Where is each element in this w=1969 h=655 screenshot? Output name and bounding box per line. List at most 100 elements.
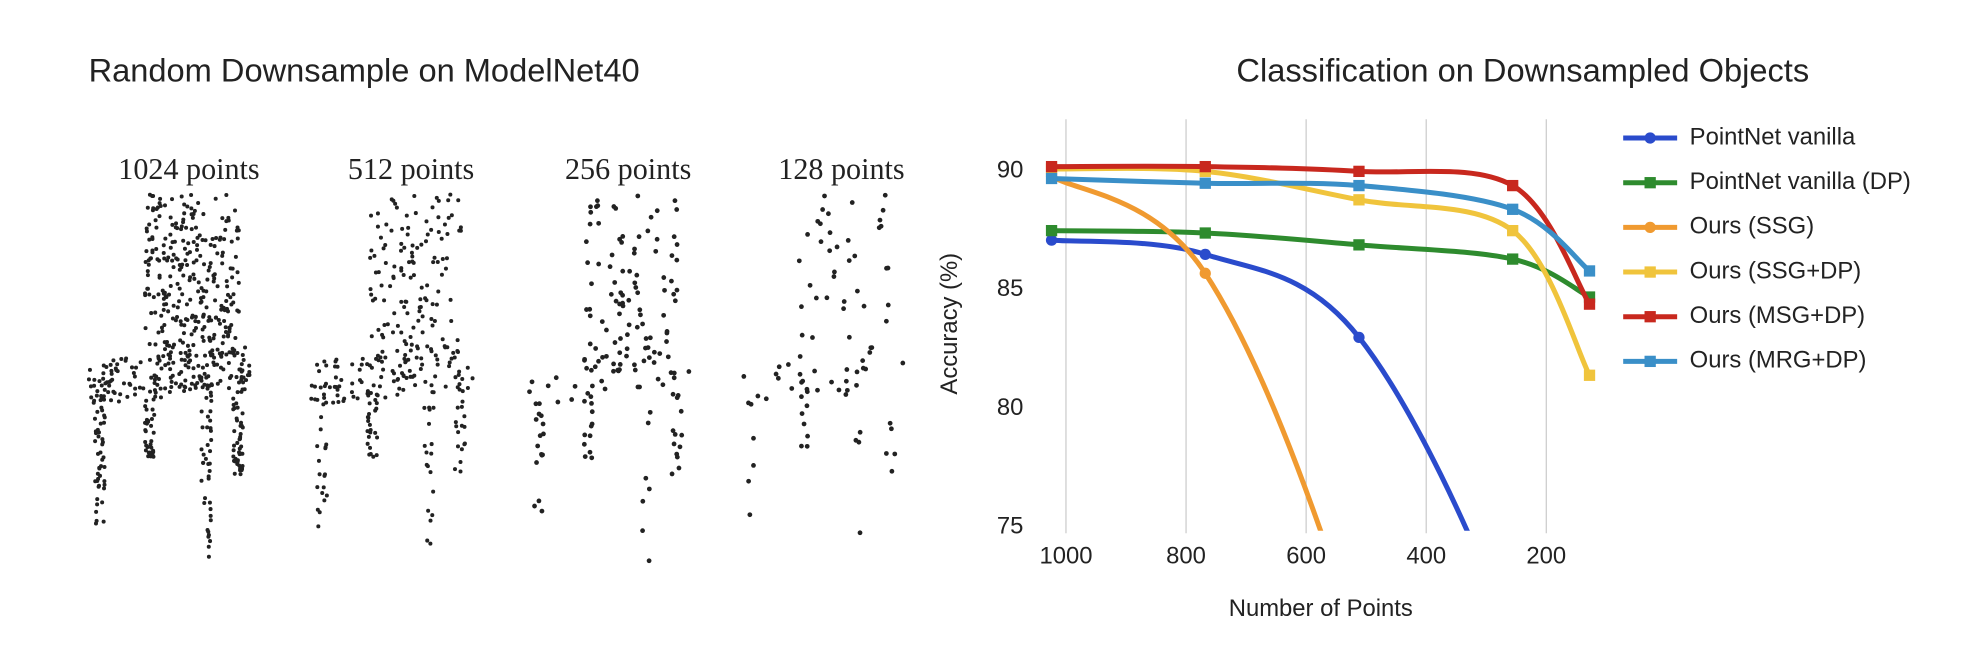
cloud-point [168,245,173,250]
cloud-point [368,255,373,260]
cloud-point [164,302,169,307]
y-tick-label: 90 [997,157,1024,184]
cloud-point [671,375,677,381]
cloud-point [632,362,637,368]
cloud-point [168,367,173,372]
cloud-point [327,385,332,390]
cloud-point [435,362,440,367]
cloud-point [669,253,675,258]
cloud-point [324,442,329,447]
cloud-point [457,228,462,233]
cloud-point [371,383,376,388]
cloud-point [101,519,106,524]
cloud-point [384,222,389,227]
cloud-point [235,459,240,464]
cloud-point [151,430,156,435]
cloud-point [359,362,364,367]
cloud-point [102,486,107,491]
cloud-point [210,237,215,242]
cloud-point [596,220,602,226]
cloud-point [171,360,176,365]
cloud-point [434,302,439,307]
cloud-point [539,508,545,514]
cloud-point [209,438,214,443]
cloud-point [191,366,196,371]
cloud-point [309,383,314,388]
cloud-point [211,273,216,278]
cloud-point [360,356,365,361]
cloud-point [655,376,661,382]
cloud-point [379,375,384,380]
cloud-point [322,498,327,503]
cloud-point [383,395,388,400]
cloud-point [195,235,200,240]
cloud-point [156,376,161,381]
cloud-point [589,383,595,389]
cloud-point [114,368,119,373]
cloud-point [416,318,421,323]
cloud-point [226,386,231,391]
cloud-point [654,208,660,214]
cloud-point [92,398,97,403]
cloud-point [553,375,559,381]
cloud-point [617,350,623,356]
cloud-point [407,368,412,373]
cloud-point [172,342,177,347]
cloud-point [180,340,185,345]
cloud-point [643,345,648,351]
series-line [1051,228,1591,300]
cloud-point [867,350,873,355]
cloud-point [109,398,114,403]
cloud-point [411,325,416,330]
series-line [1050,173,1324,531]
cloud-point [189,227,194,232]
cloud-point [235,350,240,355]
cloud-point [410,254,415,259]
cloud-point [208,449,213,454]
cloud-point [150,407,155,412]
cloud-point [635,290,641,296]
cloud-point [144,229,149,234]
cloud-point [841,299,847,304]
cloud-point [455,338,460,343]
cloud-point [635,193,641,199]
cloud-point [424,219,429,224]
cloud-point [587,433,593,439]
cloud-point [854,369,860,375]
cloud-point [170,197,175,202]
cloud-point [100,440,105,445]
cloud-point [208,539,213,544]
cloud-point [588,209,594,215]
cloud-point [241,357,246,363]
cloud-point [106,390,111,395]
cloud-point [458,469,463,474]
cloud-point [822,193,827,199]
cloud-point [342,396,347,401]
cloud-point [183,258,188,263]
cloud-point [178,338,183,343]
cloud-point [217,237,222,242]
point [1507,640,1518,651]
cloud-point [443,266,448,271]
cloud-point [805,232,810,237]
cloud-point [161,243,166,248]
cloud-point [168,356,173,361]
cloud-point [152,412,157,417]
cloud-point [418,305,423,310]
cloud-point [374,401,379,406]
cloud-point [645,420,651,426]
cloud-point [399,268,404,273]
cloud-point [239,362,244,367]
cloud-point [620,300,626,306]
cloud-point [857,530,863,536]
cloud-point [433,374,438,379]
cloud-point [380,349,385,354]
cloud-point [100,437,105,442]
cloud-point [459,423,464,428]
cloud-point [815,387,820,393]
cloud-point [671,441,677,447]
cloud-point [179,194,184,199]
cloud-point [323,381,328,386]
point [1644,266,1656,278]
cloud-point [107,379,112,384]
